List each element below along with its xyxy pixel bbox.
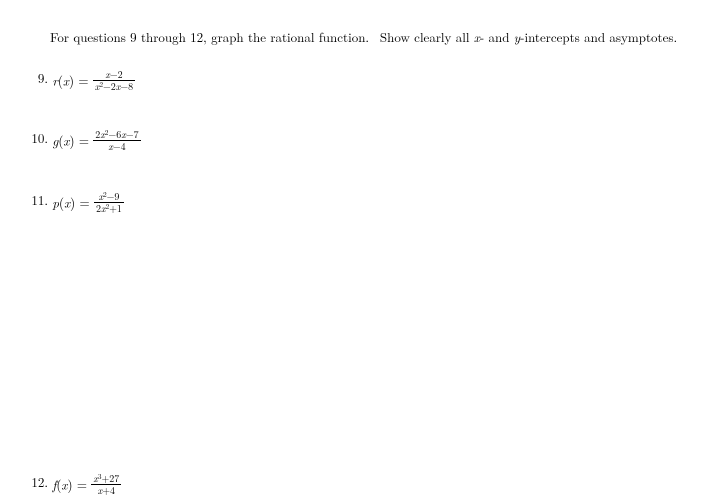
function-lhs: g(x) = (52, 131, 93, 150)
problem-number: 10. (26, 128, 48, 147)
fraction: x−2x2−2x−8 (93, 69, 135, 91)
function-lhs: f(x) = (52, 475, 91, 494)
denominator: x+4 (91, 484, 121, 496)
problem-11: 11. p(x) = x2−92x2+1 (26, 190, 124, 213)
fraction: x3+27x+4 (91, 473, 121, 495)
problem-9: 9. r(x) = x−2x2−2x−8 (26, 68, 135, 91)
problem-number: 12. (26, 472, 48, 491)
function-lhs: r(x) = (52, 71, 92, 90)
denominator: 2x2+1 (94, 202, 124, 214)
problem-number: 9. (26, 68, 48, 87)
instructions-text: For questions 9 through 12, graph the ra… (50, 28, 680, 46)
problem-number: 11. (26, 190, 48, 209)
denominator: x2−2x−8 (93, 80, 135, 92)
problem-12: 12. f(x) = x3+27x+4 (26, 472, 121, 495)
fraction: 2x2−6x−7x−4 (93, 129, 140, 151)
function-lhs: p(x) = (52, 193, 94, 212)
problem-10: 10. g(x) = 2x2−6x−7x−4 (26, 128, 141, 151)
denominator: x−4 (93, 140, 140, 152)
fraction: x2−92x2+1 (94, 191, 124, 213)
